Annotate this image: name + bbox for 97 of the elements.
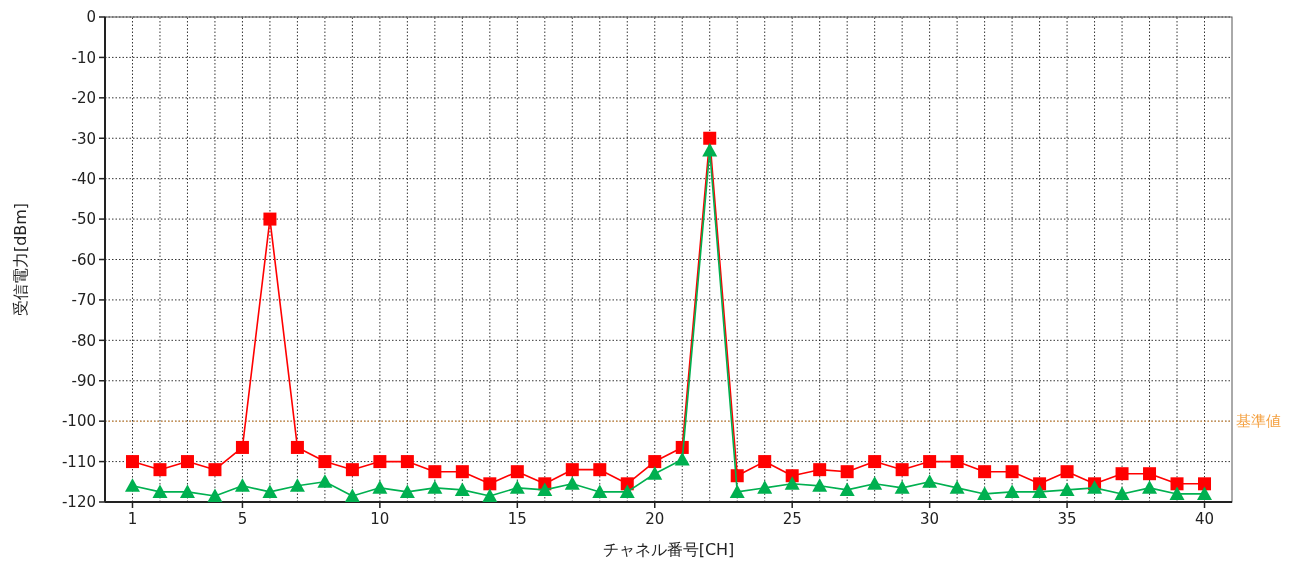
point bbox=[1005, 465, 1019, 479]
point bbox=[1032, 484, 1048, 498]
point bbox=[978, 465, 992, 479]
point bbox=[482, 488, 498, 502]
point bbox=[950, 455, 964, 469]
point bbox=[153, 463, 167, 477]
x-tick-label: 35 bbox=[1057, 510, 1077, 528]
point bbox=[923, 455, 937, 469]
x-tick-label: 1 bbox=[127, 510, 138, 528]
point bbox=[483, 477, 497, 491]
point bbox=[593, 463, 607, 477]
point bbox=[1143, 467, 1157, 481]
point bbox=[894, 480, 910, 494]
point bbox=[509, 480, 525, 494]
point bbox=[235, 440, 249, 454]
point bbox=[428, 465, 442, 479]
point bbox=[180, 455, 194, 469]
point bbox=[784, 476, 800, 490]
point bbox=[399, 484, 415, 498]
point bbox=[208, 463, 222, 477]
point bbox=[729, 484, 745, 498]
y-tick-label: -120 bbox=[61, 493, 96, 512]
point bbox=[344, 488, 360, 502]
point bbox=[895, 463, 909, 477]
point bbox=[400, 455, 414, 469]
point bbox=[813, 463, 827, 477]
y-tick-label: -70 bbox=[71, 291, 96, 310]
point bbox=[234, 478, 250, 492]
point bbox=[703, 131, 717, 145]
y-tick-label: 0 bbox=[86, 8, 96, 27]
point bbox=[647, 466, 663, 480]
point bbox=[867, 476, 883, 490]
x-tick-label: 25 bbox=[782, 510, 802, 528]
point bbox=[1059, 482, 1075, 496]
point bbox=[152, 484, 168, 498]
point bbox=[263, 212, 277, 226]
point bbox=[1060, 465, 1074, 479]
point bbox=[564, 476, 580, 490]
point bbox=[345, 463, 359, 477]
point bbox=[179, 484, 195, 498]
y-tick-label: -40 bbox=[71, 169, 96, 188]
point bbox=[868, 455, 882, 469]
point bbox=[977, 486, 993, 500]
point bbox=[922, 474, 938, 488]
point bbox=[757, 480, 773, 494]
x-tick-label: 5 bbox=[237, 510, 248, 528]
point bbox=[1170, 477, 1184, 491]
y-tick-label: -10 bbox=[71, 48, 96, 67]
point bbox=[318, 455, 332, 469]
point bbox=[289, 478, 305, 492]
y-axis-title: 受信電力[dBm] bbox=[11, 202, 30, 317]
point bbox=[840, 465, 854, 479]
point bbox=[949, 480, 965, 494]
y-tick-label: -100 bbox=[61, 412, 96, 431]
point bbox=[372, 480, 388, 494]
point bbox=[262, 484, 278, 498]
point bbox=[454, 482, 470, 496]
point bbox=[427, 480, 443, 494]
x-tick-label: 20 bbox=[645, 510, 665, 528]
x-tick-label: 10 bbox=[370, 510, 390, 528]
point bbox=[1114, 486, 1130, 500]
x-tick-label: 40 bbox=[1194, 510, 1215, 528]
y-tick-label: -80 bbox=[71, 331, 96, 350]
point bbox=[373, 455, 387, 469]
y-tick-label: -50 bbox=[71, 210, 96, 229]
x-axis-title: チャネル番号[CH] bbox=[602, 540, 735, 559]
point bbox=[702, 142, 718, 157]
ref-line-label: 基準値 bbox=[1236, 412, 1281, 431]
point bbox=[317, 474, 333, 488]
x-tick-label: 15 bbox=[507, 510, 527, 528]
point bbox=[1198, 477, 1212, 491]
y-tick-label: -60 bbox=[71, 250, 96, 269]
point bbox=[290, 440, 304, 454]
point bbox=[839, 482, 855, 496]
point bbox=[1115, 467, 1129, 481]
point bbox=[812, 478, 828, 492]
point bbox=[1142, 480, 1158, 494]
point bbox=[1169, 486, 1185, 500]
point bbox=[565, 463, 579, 477]
point bbox=[125, 455, 139, 469]
y-tick-label: -30 bbox=[71, 129, 96, 148]
y-tick-label: -110 bbox=[61, 452, 96, 471]
point bbox=[455, 465, 469, 479]
point bbox=[207, 488, 223, 502]
point bbox=[510, 465, 524, 479]
point bbox=[592, 484, 608, 498]
point bbox=[758, 455, 772, 469]
point bbox=[124, 478, 140, 492]
point bbox=[537, 482, 553, 496]
point bbox=[619, 484, 635, 498]
y-tick-label: -90 bbox=[71, 372, 96, 390]
point bbox=[1004, 484, 1020, 498]
x-tick-label: 30 bbox=[920, 510, 940, 528]
point bbox=[1197, 486, 1213, 500]
point bbox=[674, 452, 690, 466]
point bbox=[648, 455, 662, 469]
y-tick-label: -20 bbox=[71, 89, 96, 108]
